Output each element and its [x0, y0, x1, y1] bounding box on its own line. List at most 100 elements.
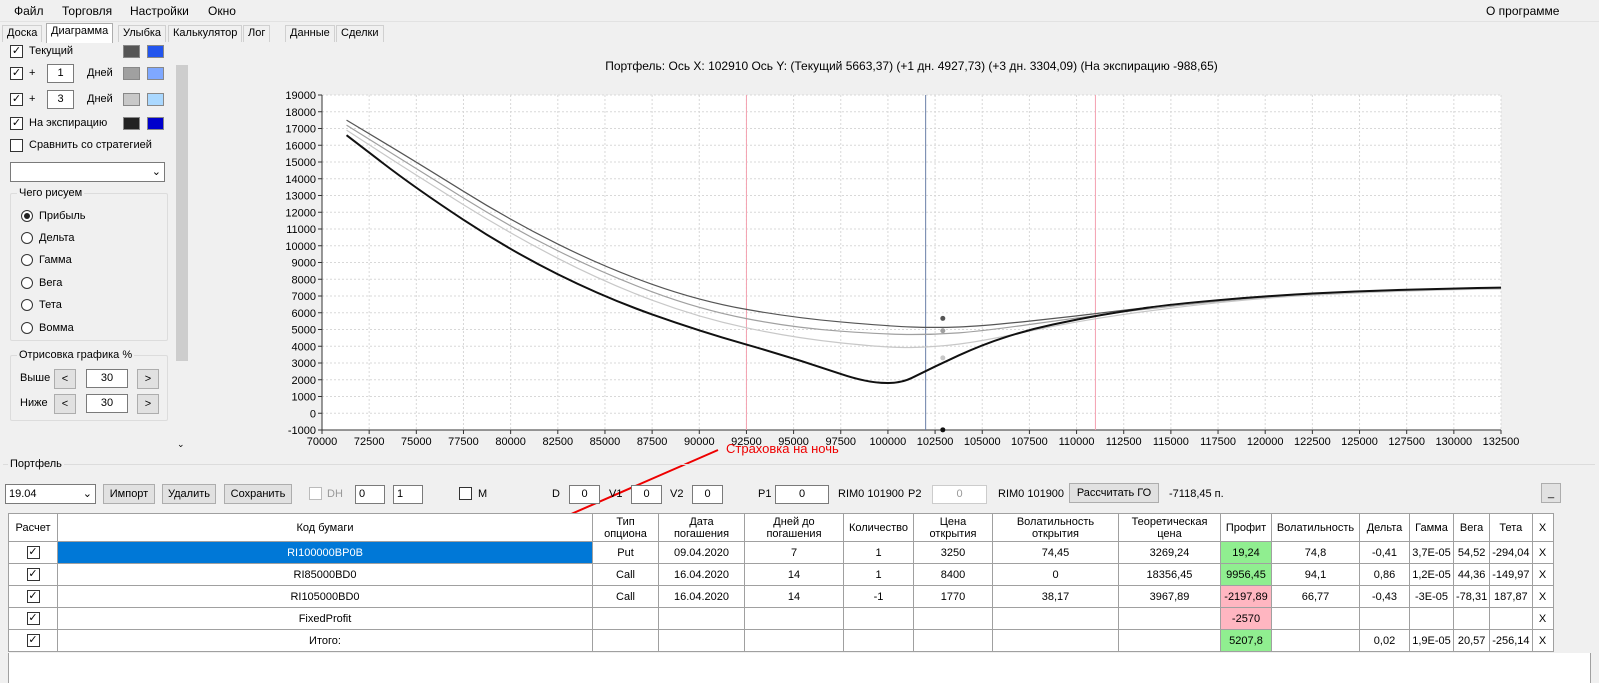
compare-checkbox[interactable] — [10, 139, 23, 152]
radio-vomma[interactable] — [21, 322, 33, 334]
dh-checkbox[interactable] — [309, 487, 322, 500]
calc-checkbox-cell[interactable]: ✓ — [8, 585, 58, 608]
cell-x[interactable]: X — [1531, 541, 1554, 564]
col-theta[interactable]: Тета — [1489, 513, 1533, 542]
plus1-checkbox[interactable]: ✓ — [10, 67, 23, 80]
col-date[interactable]: Дата погашения — [658, 513, 745, 542]
col-gamma[interactable]: Гамма — [1409, 513, 1454, 542]
scroll-down-icon[interactable]: ⌄ — [177, 439, 185, 449]
radio-delta[interactable] — [21, 232, 33, 244]
table-row[interactable]: ✓ RI100000BP0B Put 09.04.2020 7 1 3250 74,45 326… — [8, 541, 1554, 564]
col-vol-open[interactable]: Волатильность открытия — [992, 513, 1119, 542]
menu-trade[interactable]: Торговля — [62, 4, 113, 18]
calc-checkbox[interactable]: ✓ — [26, 568, 40, 581]
plus3-checkbox[interactable]: ✓ — [10, 93, 23, 106]
tab-calculator[interactable]: Калькулятор — [168, 25, 243, 42]
above-decrease-button[interactable]: < — [54, 369, 76, 389]
calc-checkbox-cell[interactable]: ✓ — [8, 541, 58, 564]
table-row[interactable]: ✓ RI105000BD0 Call 16.04.2020 14 -1 1770 38,17 3… — [8, 585, 1554, 608]
cell-x[interactable]: X — [1531, 629, 1554, 652]
calc-checkbox-cell[interactable]: ✓ — [8, 607, 58, 630]
calc-checkbox[interactable]: ✓ — [26, 546, 40, 559]
calc-checkbox-cell[interactable]: ✓ — [8, 629, 58, 652]
p2-input[interactable]: 0 — [932, 485, 987, 504]
v2-input[interactable]: 0 — [692, 485, 723, 504]
tab-data[interactable]: Данные — [285, 25, 335, 42]
cell-code[interactable]: RI105000BD0 — [57, 585, 593, 608]
menu-file[interactable]: Файл — [14, 4, 44, 18]
tab-log[interactable]: Лог — [243, 25, 271, 42]
col-code[interactable]: Код бумаги — [57, 513, 593, 542]
days2-input[interactable]: 3 — [47, 90, 74, 109]
table-row[interactable]: ✓ RI85000BD0 Call 16.04.2020 14 1 8400 0 18356,4… — [8, 563, 1554, 586]
col-open[interactable]: Цена открытия — [913, 513, 993, 542]
v1-input[interactable]: 0 — [631, 485, 662, 504]
cell-code[interactable]: RI100000BP0B — [57, 541, 593, 564]
col-profit[interactable]: Профит — [1220, 513, 1272, 542]
strategy-dropdown[interactable]: ⌄ — [10, 162, 165, 182]
col-calc[interactable]: Расчет — [8, 513, 58, 542]
current-color-swatch[interactable] — [123, 45, 140, 58]
tab-deals[interactable]: Сделки — [336, 25, 384, 42]
delete-button[interactable]: Удалить — [162, 484, 216, 504]
cell-x[interactable]: X — [1531, 585, 1554, 608]
tab-board[interactable]: Доска — [2, 25, 43, 42]
tab-diagram[interactable]: Диаграмма — [46, 23, 114, 43]
current-checkbox[interactable]: ✓ — [10, 45, 23, 58]
save-button[interactable]: Сохранить — [224, 484, 292, 504]
menu-settings[interactable]: Настройки — [130, 4, 189, 18]
below-increase-button[interactable]: > — [137, 394, 159, 414]
current-color-swatch-2[interactable] — [147, 45, 164, 58]
radio-profit[interactable] — [21, 210, 33, 222]
plus3-color-swatch[interactable] — [123, 93, 140, 106]
below-input[interactable]: 30 — [86, 394, 128, 413]
menu-window[interactable]: Окно — [208, 4, 236, 18]
p1-input[interactable]: 0 — [775, 485, 829, 504]
expiry-checkbox[interactable]: ✓ — [10, 117, 23, 130]
col-delta[interactable]: Дельта — [1359, 513, 1410, 542]
radio-vega[interactable] — [21, 277, 33, 289]
d-input[interactable]: 0 — [569, 485, 600, 504]
table-row[interactable]: ✓ Итого: 5207,8 0,02 1,9E-05 20,57 -256,14 X — [8, 629, 1554, 652]
calc-checkbox[interactable]: ✓ — [26, 634, 40, 647]
import-button[interactable]: Импорт — [103, 484, 155, 504]
col-type[interactable]: Тип опциона — [592, 513, 659, 542]
dh-spin2[interactable]: 1 — [393, 485, 423, 504]
cell-code[interactable]: RI85000BD0 — [57, 563, 593, 586]
payoff-chart[interactable]: Портфель: Ось X: 102910 Ось Y: (Текущий … — [192, 43, 1599, 453]
radio-theta[interactable] — [21, 299, 33, 311]
days1-input[interactable]: 1 — [47, 64, 74, 83]
below-decrease-button[interactable]: < — [54, 394, 76, 414]
above-input[interactable]: 30 — [86, 369, 128, 388]
menu-about[interactable]: О программе — [1486, 4, 1560, 18]
col-qty[interactable]: Количество — [843, 513, 914, 542]
cell-code[interactable]: Итого: — [57, 629, 593, 652]
cell-code[interactable]: FixedProfit — [57, 607, 593, 630]
col-theo[interactable]: Теоретическая цена — [1118, 513, 1221, 542]
cell-x[interactable]: X — [1531, 607, 1554, 630]
minimize-button[interactable]: _ — [1541, 483, 1561, 503]
col-x[interactable]: X — [1531, 513, 1554, 542]
m-checkbox[interactable] — [459, 487, 472, 500]
table-row[interactable]: ✓ FixedProfit -2570 X — [8, 607, 1554, 630]
cell-x[interactable]: X — [1531, 563, 1554, 586]
calc-go-button[interactable]: Рассчитать ГО — [1069, 483, 1159, 503]
calc-checkbox[interactable]: ✓ — [26, 612, 40, 625]
plus1-color-swatch[interactable] — [123, 67, 140, 80]
expiry-color-swatch-2[interactable] — [147, 117, 164, 130]
panel-scrollbar[interactable]: ⌄ — [174, 43, 190, 453]
col-vol[interactable]: Волатильность — [1271, 513, 1360, 542]
radio-gamma[interactable] — [21, 254, 33, 266]
plus3-color-swatch-2[interactable] — [147, 93, 164, 106]
dh-spin1[interactable]: 0 — [355, 485, 385, 504]
col-vega[interactable]: Вега — [1452, 513, 1491, 542]
tab-smile[interactable]: Улыбка — [118, 25, 167, 42]
calc-checkbox[interactable]: ✓ — [26, 590, 40, 603]
calc-checkbox-cell[interactable]: ✓ — [8, 563, 58, 586]
scrollbar-thumb[interactable] — [176, 65, 188, 361]
col-days[interactable]: Дней до погашения — [744, 513, 844, 542]
above-increase-button[interactable]: > — [137, 369, 159, 389]
expiry-color-swatch[interactable] — [123, 117, 140, 130]
plus1-color-swatch-2[interactable] — [147, 67, 164, 80]
portfolio-date-dropdown[interactable]: 19.04 ⌄ — [5, 484, 96, 504]
